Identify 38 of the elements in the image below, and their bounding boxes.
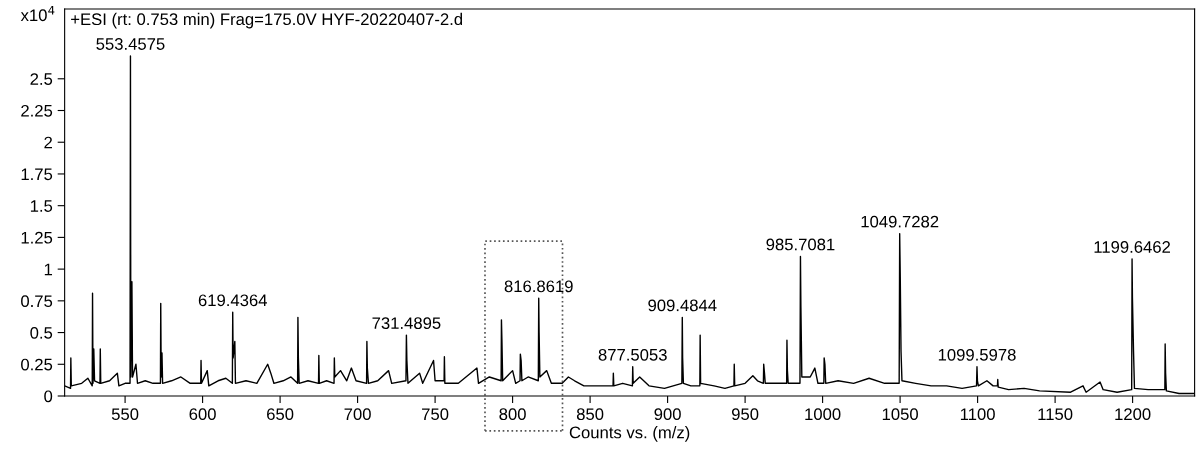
y-axis-title: x10$^{4}$: [20, 6, 55, 22]
annotation: 877.5053: [598, 348, 667, 361]
y-tick-label: 1: [44, 263, 53, 276]
annotation: 909.4844: [648, 299, 717, 312]
y-tick-label: 0.75: [21, 295, 53, 308]
x-tick-label: 750: [422, 408, 449, 421]
y-tick-label: 1.25: [21, 231, 53, 244]
annotation: 619.4364: [198, 294, 267, 307]
x-tick-label: 1000: [805, 408, 841, 421]
x-tick-label: 700: [344, 408, 371, 421]
x-tick-label: 1050: [882, 408, 918, 421]
x-tick-label: 1200: [1115, 408, 1151, 421]
x-tick-label: 600: [189, 408, 216, 421]
x-tick-label: 900: [654, 408, 681, 421]
x-axis-title: Counts vs. (m/z): [569, 426, 690, 442]
y-tick-label: 0.5: [30, 326, 53, 339]
x-tick-label: 650: [267, 408, 294, 421]
y-tick-label: 2.25: [21, 104, 53, 117]
annotation: 1049.7282: [861, 215, 939, 228]
x-tick-label: 1100: [960, 408, 995, 421]
x-tick-label: 550: [111, 408, 139, 421]
annotation: 985.7081: [766, 238, 835, 251]
y-tick-label: 2: [44, 136, 52, 149]
chart-title: +ESI (rt: 0.753 min) Frag=175.0V HYF-20220407-2.d: [71, 12, 463, 29]
annotation: 1199.6462: [1094, 241, 1171, 253]
annotation: 731.4895: [372, 317, 441, 330]
annotation: 553.4575: [96, 38, 165, 50]
x-tick-label: 850: [576, 408, 604, 421]
x-tick-label: 800: [499, 408, 526, 421]
y-tick-label: 2.5: [30, 73, 53, 85]
annotation: 1099.5978: [938, 348, 1016, 361]
x-tick-label: 950: [731, 408, 759, 421]
annotation: 816.8619: [504, 280, 573, 293]
y-tick-label: 1.75: [21, 168, 53, 181]
y-tick-label: 0.25: [21, 358, 53, 371]
x-tick-label: 1150: [1038, 408, 1073, 421]
y-tick-label: 1.5: [30, 200, 53, 212]
y-tick-label: 0: [44, 390, 53, 403]
